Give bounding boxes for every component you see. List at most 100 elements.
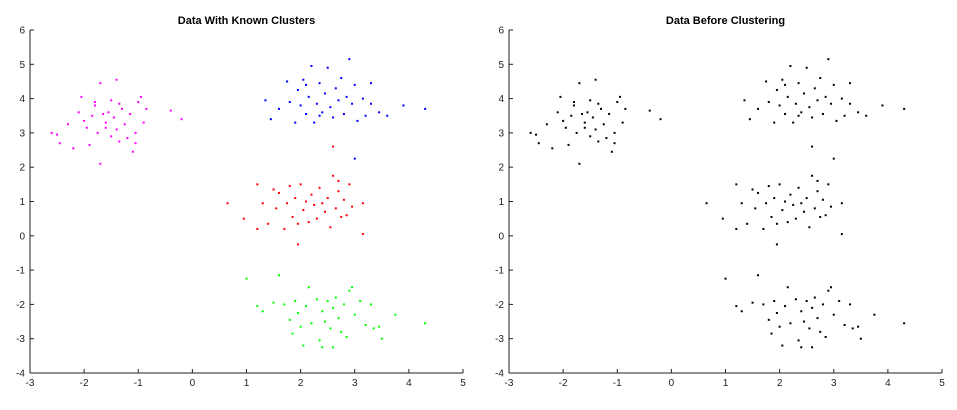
- data-point: [811, 116, 814, 119]
- data-point: [305, 200, 308, 203]
- data-point: [272, 301, 275, 304]
- data-point: [110, 135, 113, 138]
- data-point: [824, 335, 827, 338]
- data-point: [743, 99, 746, 102]
- data-point: [832, 157, 835, 160]
- data-point: [126, 137, 129, 140]
- data-point: [594, 78, 597, 81]
- data-point: [118, 140, 121, 143]
- y-tick-label: -2: [495, 300, 504, 311]
- data-point: [751, 188, 754, 191]
- y-tick-label: 5: [498, 60, 504, 71]
- data-point: [332, 145, 335, 148]
- y-tick-label: 4: [498, 94, 504, 105]
- data-point: [96, 131, 99, 134]
- data-point: [369, 303, 372, 306]
- data-point: [296, 311, 299, 314]
- data-point: [602, 123, 605, 126]
- data-point: [827, 183, 830, 186]
- y-tick-label: 3: [498, 128, 504, 139]
- data-point: [740, 202, 743, 205]
- data-point: [99, 82, 102, 85]
- data-point: [816, 317, 819, 320]
- data-point: [767, 185, 770, 188]
- data-point: [342, 303, 345, 306]
- data-point: [345, 335, 348, 338]
- data-point: [840, 233, 843, 236]
- data-point: [340, 215, 343, 218]
- data-point: [302, 344, 305, 347]
- data-point: [424, 322, 427, 325]
- data-point: [583, 126, 586, 129]
- data-point: [589, 99, 592, 102]
- x-tick-label: -3: [26, 378, 35, 389]
- data-point: [591, 116, 594, 119]
- data-point: [562, 119, 565, 122]
- data-point: [535, 133, 538, 136]
- data-point: [865, 114, 868, 117]
- y-tick-label: -3: [16, 334, 25, 345]
- data-point: [830, 102, 833, 105]
- data-point: [353, 313, 356, 316]
- y-tick-label: 2: [19, 163, 25, 174]
- data-point: [551, 147, 554, 150]
- data-point: [351, 102, 354, 105]
- data-point: [307, 221, 310, 224]
- data-point: [77, 111, 80, 114]
- data-point: [332, 174, 335, 177]
- data-point: [578, 82, 581, 85]
- data-point: [567, 143, 570, 146]
- data-point: [830, 286, 833, 289]
- data-point: [348, 58, 351, 61]
- data-point: [340, 77, 343, 80]
- data-point: [345, 95, 348, 98]
- data-point: [903, 107, 906, 110]
- y-tick-label: 6: [19, 26, 25, 37]
- data-point: [648, 109, 651, 112]
- data-point: [369, 102, 372, 105]
- x-tick-label: 1: [244, 378, 250, 389]
- data-point: [305, 305, 308, 308]
- data-point: [121, 107, 124, 110]
- data-point: [572, 101, 575, 104]
- chart-title-left: Data With Known Clusters: [178, 15, 315, 27]
- data-point: [353, 83, 356, 86]
- data-point: [789, 322, 792, 325]
- data-point: [659, 118, 662, 121]
- data-point: [318, 339, 321, 342]
- data-point: [800, 202, 803, 205]
- data-point: [775, 311, 778, 314]
- data-point: [805, 66, 808, 69]
- data-point: [299, 104, 302, 107]
- data-point: [792, 121, 795, 124]
- data-point: [131, 150, 134, 153]
- data-point: [291, 332, 294, 335]
- data-point: [307, 286, 310, 289]
- data-point: [778, 183, 781, 186]
- data-point: [91, 114, 94, 117]
- data-point: [721, 217, 724, 220]
- data-point: [778, 104, 781, 107]
- data-point: [881, 104, 884, 107]
- data-point: [754, 207, 757, 210]
- data-point: [740, 310, 743, 313]
- data-point: [800, 310, 803, 313]
- data-point: [816, 190, 819, 193]
- data-point: [88, 143, 91, 146]
- x-tick-label: 5: [939, 378, 945, 389]
- data-point: [313, 203, 316, 206]
- data-point: [786, 95, 789, 98]
- data-point: [323, 92, 326, 95]
- data-point: [256, 227, 259, 230]
- data-point: [334, 87, 337, 90]
- data-point: [824, 214, 827, 217]
- data-point: [58, 142, 61, 145]
- x-tick-label: 1: [723, 378, 729, 389]
- data-point: [296, 243, 299, 246]
- data-point: [424, 107, 427, 110]
- data-point: [277, 274, 280, 277]
- x-tick-label: 4: [406, 378, 412, 389]
- data-point: [811, 145, 814, 148]
- data-point: [819, 330, 822, 333]
